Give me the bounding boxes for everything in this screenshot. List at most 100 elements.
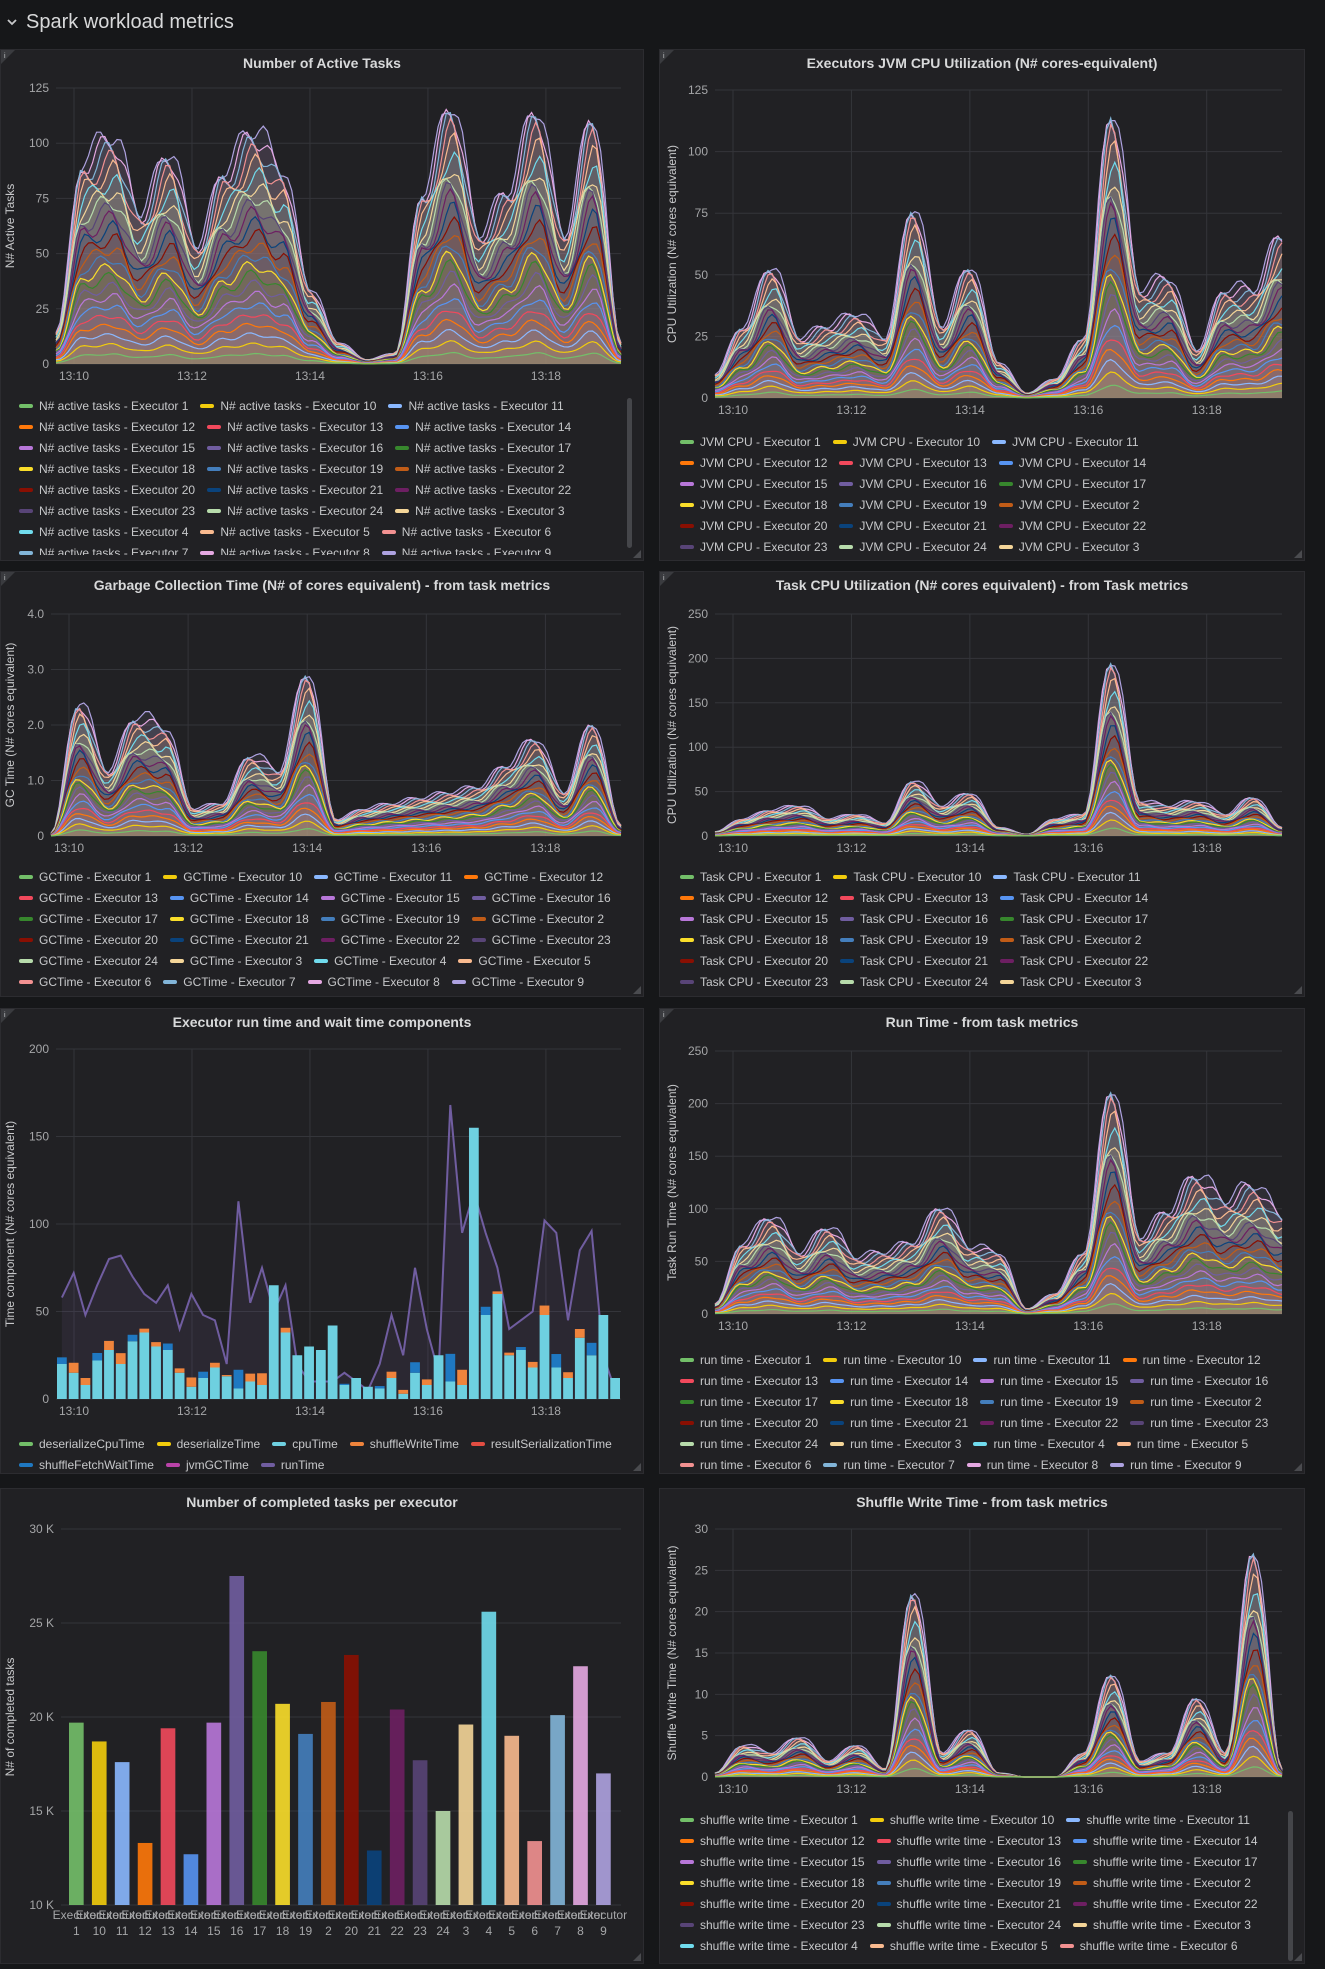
panel-task-cpu[interactable]: i Task CPU Utilization (N# cores equival… [659,571,1305,997]
legend-item[interactable]: JVM CPU - Executor 10 [832,431,980,452]
legend-item[interactable]: GCTime - Executor 18 [169,908,309,929]
legend-item[interactable]: GCTime - Executor 7 [163,971,296,992]
legend-item[interactable]: GCTime - Executor 10 [163,866,302,887]
legend-item[interactable]: shuffle write time - Executor 2 [1073,1872,1251,1893]
legend-item[interactable]: shuffle write time - Executor 24 [876,1914,1061,1935]
legend-item[interactable]: runTime [260,1454,324,1473]
legend-item[interactable]: shuffle write time - Executor 11 [1066,1809,1250,1830]
panel-active-tasks[interactable]: i Number of Active Tasks 0 25 50 75 100 125 N#… [0,49,644,561]
legend-item[interactable]: resultSerializationTime [470,1433,612,1454]
legend-item[interactable]: JVM CPU - Executor 3 [998,536,1139,557]
resize-icon[interactable] [1294,986,1302,994]
legend-item[interactable]: shuffle write time - Executor 12 [680,1830,865,1851]
legend-item[interactable]: shuffle write time - Executor 22 [1073,1893,1258,1914]
panel-completed-tasks[interactable]: Number of completed tasks per executor 1… [0,1488,644,1964]
legend-item[interactable]: GCTime - Executor 5 [458,950,591,971]
resize-icon[interactable] [633,1463,641,1471]
legend-item[interactable]: Task CPU - Executor 21 [840,950,988,971]
legend-item[interactable]: N# active tasks - Executor 18 [19,458,195,479]
panel-gc-time[interactable]: i Garbage Collection Time (N# of cores e… [0,571,644,997]
legend-item[interactable]: Task CPU - Executor 16 [840,908,988,929]
panel-run-wait[interactable]: i Executor run time and wait time compon… [0,1008,644,1474]
legend-item[interactable]: JVM CPU - Executor 2 [998,494,1139,515]
panel-jvm-cpu[interactable]: i Executors JVM CPU Utilization (N# core… [659,49,1305,561]
legend-item[interactable]: shuffle write time - Executor 6 [1059,1935,1238,1956]
legend-item[interactable]: Task CPU - Executor 20 [680,950,828,971]
legend-item[interactable]: JVM CPU - Executor 22 [998,515,1146,536]
legend-item[interactable]: run time - Executor 13 [680,1370,818,1391]
legend-item[interactable]: GCTime - Executor 15 [320,887,460,908]
legend-item[interactable]: JVM CPU - Executor 4 [680,557,821,559]
legend-scrollbar[interactable] [627,398,632,548]
legend-item[interactable]: JVM CPU - Executor 23 [680,536,827,557]
info-icon[interactable]: i [660,1009,674,1023]
legend-item[interactable]: shuffle write time - Executor 19 [876,1872,1061,1893]
legend-item[interactable]: GCTime - Executor 3 [169,950,302,971]
legend-item[interactable]: N# active tasks - Executor 16 [207,437,383,458]
legend-item[interactable]: N# active tasks - Executor 22 [395,479,571,500]
legend-item[interactable]: JVM CPU - Executor 1 [680,431,821,452]
legend-item[interactable]: shuffle write time - Executor 13 [876,1830,1061,1851]
panel-shuffle-write[interactable]: Shuffle Write Time - from task metrics 0… [659,1488,1305,1964]
legend-item[interactable]: GCTime - Executor 17 [19,908,158,929]
legend-item[interactable]: run time - Executor 17 [680,1391,818,1412]
legend-item[interactable]: deserializeCpuTime [19,1433,145,1454]
legend-item[interactable]: run time - Executor 14 [830,1370,968,1391]
legend-item[interactable]: run time - Executor 9 [1110,1454,1242,1473]
info-icon[interactable]: i [1,50,15,64]
legend-item[interactable]: N# active tasks - Executor 2 [395,458,565,479]
legend-item[interactable]: jvmGCTime [165,1454,249,1473]
legend-item[interactable]: GCTime - Executor 1 [19,866,151,887]
legend-item[interactable]: run time - Executor 11 [973,1349,1111,1370]
legend-scrollbar[interactable] [1288,1811,1293,1961]
legend-item[interactable]: shuffle write time - Executor 16 [876,1851,1061,1872]
legend-item[interactable]: shuffleWriteTime [349,1433,459,1454]
legend-item[interactable]: N# active tasks - Executor 9 [381,542,551,555]
legend-item[interactable]: N# active tasks - Executor 5 [200,521,370,542]
legend-item[interactable]: run time - Executor 21 [830,1412,968,1433]
info-icon[interactable]: i [1,1009,15,1023]
legend-item[interactable]: GCTime - Executor 22 [320,929,460,950]
legend-item[interactable]: shuffle write time - Executor 9 [1060,1956,1238,1962]
resize-icon[interactable] [1294,550,1302,558]
legend-item[interactable]: GCTime - Executor 4 [314,950,446,971]
legend-item[interactable]: Task CPU - Executor 24 [840,971,988,992]
legend-item[interactable]: run time - Executor 4 [973,1433,1105,1454]
legend-item[interactable]: N# active tasks - Executor 20 [19,479,195,500]
legend-item[interactable]: N# active tasks - Executor 15 [19,437,195,458]
legend-item[interactable]: Task CPU - Executor 5 [833,992,974,994]
legend-item[interactable]: N# active tasks - Executor 10 [200,395,376,416]
legend-item[interactable]: JVM CPU - Executor 20 [680,515,827,536]
legend-item[interactable]: JVM CPU - Executor 12 [680,452,827,473]
legend-item[interactable]: JVM CPU - Executor 6 [985,557,1126,559]
legend-item[interactable]: GCTime - Executor 8 [307,971,440,992]
legend-item[interactable]: GCTime - Executor 23 [471,929,611,950]
legend-item[interactable]: GCTime - Executor 12 [464,866,603,887]
legend-item[interactable]: GCTime - Executor 6 [19,971,151,992]
resize-icon[interactable] [633,986,641,994]
legend-item[interactable]: shuffle write time - Executor 18 [680,1872,865,1893]
legend-item[interactable]: N# active tasks - Executor 13 [207,416,383,437]
legend-item[interactable]: shuffle write time - Executor 21 [876,1893,1061,1914]
legend-item[interactable]: run time - Executor 18 [830,1391,968,1412]
legend-item[interactable]: run time - Executor 12 [1122,1349,1261,1370]
legend-item[interactable]: GCTime - Executor 11 [314,866,452,887]
legend-item[interactable]: shuffle write time - Executor 8 [870,1956,1048,1962]
legend-item[interactable]: run time - Executor 24 [680,1433,818,1454]
legend-item[interactable]: JVM CPU - Executor 18 [680,494,827,515]
legend-item[interactable]: JVM CPU - Executor 13 [839,452,987,473]
legend-item[interactable]: GCTime - Executor 19 [320,908,460,929]
legend-item[interactable]: GCTime - Executor 9 [451,971,584,992]
legend-item[interactable]: N# active tasks - Executor 24 [207,500,383,521]
legend-item[interactable]: N# active tasks - Executor 1 [19,395,188,416]
legend-item[interactable]: Task CPU - Executor 15 [680,908,828,929]
legend-item[interactable]: run time - Executor 8 [966,1454,1098,1473]
legend-item[interactable]: run time - Executor 3 [830,1433,961,1454]
legend-item[interactable]: Task CPU - Executor 11 [993,866,1141,887]
info-icon[interactable]: i [660,572,674,586]
legend-item[interactable]: run time - Executor 7 [823,1454,955,1473]
legend-item[interactable]: JVM CPU - Executor 19 [839,494,987,515]
legend-item[interactable]: shuffle write time - Executor 20 [680,1893,865,1914]
legend-item[interactable]: N# active tasks - Executor 6 [381,521,551,542]
legend-item[interactable]: run time - Executor 23 [1130,1412,1268,1433]
